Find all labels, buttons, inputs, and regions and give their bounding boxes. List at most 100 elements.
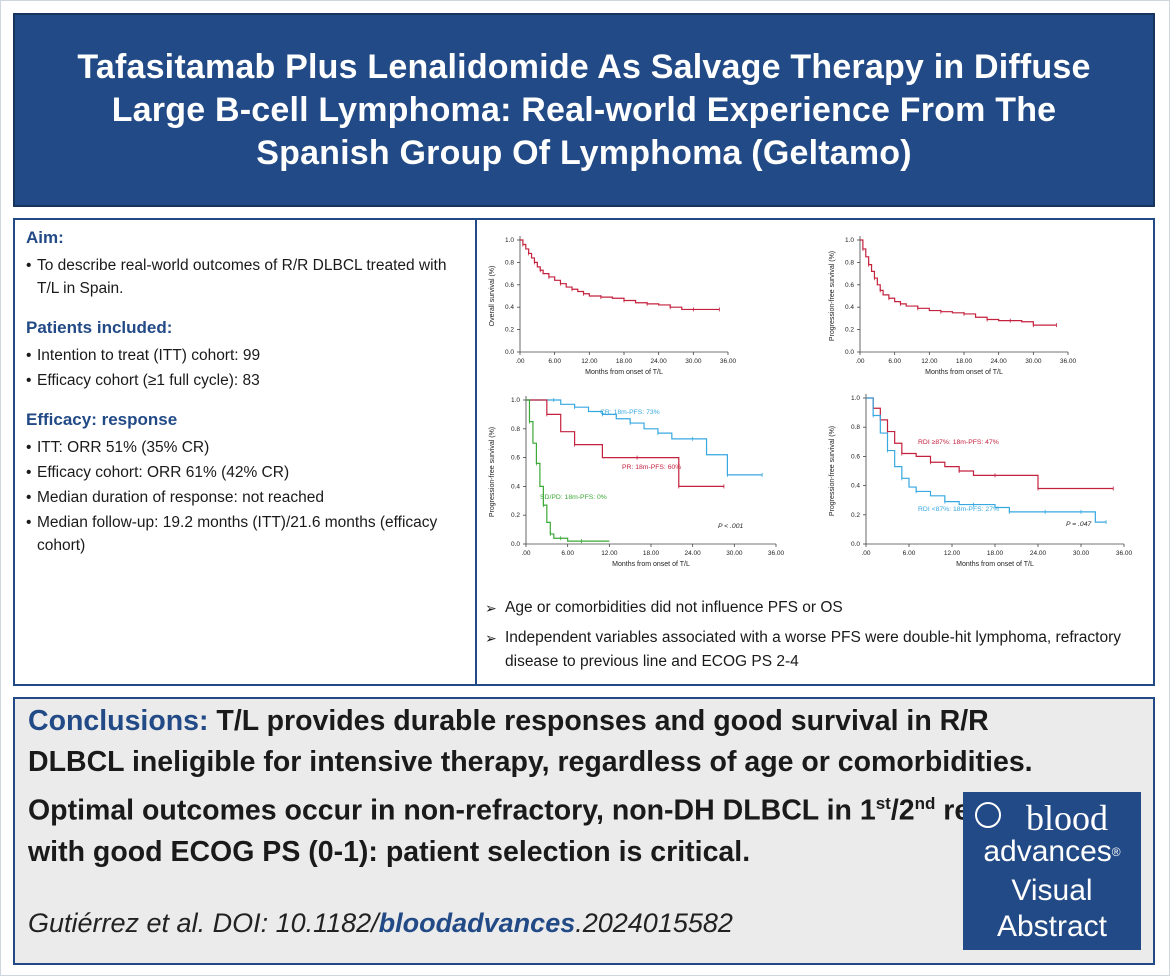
series-label: SD/PD: 18m-PFS: 0% xyxy=(540,494,607,501)
y-tick-label: 0.4 xyxy=(845,304,854,311)
citation-suffix: .2024015582 xyxy=(575,908,733,938)
x-tick-label: 6.00 xyxy=(561,550,574,557)
x-tick-label: 18.00 xyxy=(956,358,973,365)
x-tick-label: 24.00 xyxy=(651,358,668,365)
x-tick-label: 36.00 xyxy=(1060,358,1077,365)
y-axis-label: Progression-free survival (%) xyxy=(489,427,496,517)
y-axis-label: Progression-free survival (%) xyxy=(829,251,836,341)
logo-line4: Abstract xyxy=(996,910,1108,943)
x-tick-label: 36.00 xyxy=(720,358,737,365)
x-tick-label: 30.00 xyxy=(1073,550,1090,557)
x-tick-label: 18.00 xyxy=(616,358,633,365)
x-tick-label: .00 xyxy=(521,550,530,557)
x-axis-label: Months from onset of T/L xyxy=(612,561,690,568)
x-tick-label: 12.00 xyxy=(601,550,618,557)
conclusions-sup-nd: nd xyxy=(914,794,936,813)
page-title: Tafasitamab Plus Lenalidomide As Salvage… xyxy=(77,47,1091,172)
y-tick-label: 0.6 xyxy=(511,455,520,462)
citation-prefix: Gutiérrez et al. DOI: 10.1182/ xyxy=(28,908,379,938)
x-axis-label: Months from onset of T/L xyxy=(925,369,1003,376)
y-tick-label: 0.6 xyxy=(851,453,860,460)
series-line xyxy=(526,399,610,542)
x-tick-label: 12.00 xyxy=(921,358,938,365)
y-tick-label: 0.4 xyxy=(505,304,514,311)
y-tick-label: 0.4 xyxy=(511,483,520,490)
y-tick-label: 0.0 xyxy=(845,349,854,356)
x-tick-label: 24.00 xyxy=(685,550,702,557)
finding-item: Age or comorbidities did not influence P… xyxy=(485,596,1145,620)
x-tick-label: 18.00 xyxy=(643,550,660,557)
pfs-chart-svg: .00 6.00 12.00 18.00 24.00 30.00 36.00 0.0 0.2 0.… xyxy=(829,236,1077,376)
p-value: P = .047 xyxy=(1066,521,1091,528)
efficacy-item: ITT: ORR 51% (35% CR) xyxy=(26,436,466,459)
y-tick-label: 0.4 xyxy=(851,483,860,490)
series-line xyxy=(526,399,724,487)
x-tick-label: 24.00 xyxy=(991,358,1008,365)
summary-column: Aim: To describe real-world outcomes of … xyxy=(26,226,466,559)
journal-logo: blood advances® Visual Abstract xyxy=(963,792,1141,950)
x-tick-label: .00 xyxy=(515,358,524,365)
logo-line1: blood xyxy=(1025,798,1108,838)
x-tick-label: .00 xyxy=(861,550,870,557)
x-tick-label: 6.00 xyxy=(888,358,901,365)
aim-heading: Aim: xyxy=(26,228,64,247)
conclusions-label: Conclusions: xyxy=(28,705,209,737)
x-axis-label: Months from onset of T/L xyxy=(956,561,1034,568)
x-tick-label: 30.00 xyxy=(726,550,743,557)
patients-heading: Patients included: xyxy=(26,318,173,337)
x-tick-label: 6.00 xyxy=(548,358,561,365)
conclusions-text: Conclusions: T/L provides durable respon… xyxy=(28,701,1078,873)
patients-item: Intention to treat (ITT) cohort: 99 xyxy=(26,344,466,367)
os-chart-svg: .00 6.00 12.00 18.00 24.00 30.00 36.00 0.0 0.2 0.… xyxy=(489,236,737,376)
series-label: RDI ≥87%: 18m-PFS: 47% xyxy=(918,439,999,446)
series-line xyxy=(520,239,720,311)
y-tick-label: 0.8 xyxy=(511,426,520,433)
x-tick-label: 36.00 xyxy=(1116,550,1133,557)
y-tick-label: 0.0 xyxy=(851,541,860,548)
y-tick-label: 0.8 xyxy=(851,424,860,431)
y-tick-label: 0.0 xyxy=(505,349,514,356)
series-label: RDI <87%: 18m-PFS: 27% xyxy=(918,506,999,513)
chart-pfs-rdi: .00 6.00 12.00 18.00 24.00 30.00 36.00 0.0 0.2 0.… xyxy=(822,386,1152,586)
pfs-rdi-chart-svg: .00 6.00 12.00 18.00 24.00 30.00 36.00 0.0 0.2 0.… xyxy=(829,394,1133,568)
y-tick-label: 1.0 xyxy=(851,395,860,402)
pfs-response-chart-svg: .00 6.00 12.00 18.00 24.00 30.00 36.00 0.0 0.2 0.… xyxy=(489,396,785,568)
findings-list: Age or comorbidities did not influence P… xyxy=(485,596,1145,680)
x-tick-label: 18.00 xyxy=(987,550,1004,557)
y-tick-label: 0.2 xyxy=(851,512,860,519)
y-tick-label: 0.2 xyxy=(505,327,514,334)
x-axis-label: Months from onset of T/L xyxy=(585,369,663,376)
y-tick-label: 1.0 xyxy=(511,397,520,404)
x-tick-label: 36.00 xyxy=(768,550,785,557)
series-label: CR: 18m-PFS: 73% xyxy=(600,409,660,416)
patients-item: Efficacy cohort (≥1 full cycle): 83 xyxy=(26,369,466,392)
finding-item: Independent variables associated with a … xyxy=(485,626,1145,674)
efficacy-heading: Efficacy: response xyxy=(26,410,178,429)
y-axis-label: Overall survival (%) xyxy=(489,266,496,327)
chart-pfs: .00 6.00 12.00 18.00 24.00 30.00 36.00 0.0 0.2 0.… xyxy=(822,226,1112,386)
efficacy-item: Median follow-up: 19.2 months (ITT)/21.6… xyxy=(26,511,466,557)
logo-line3: Visual xyxy=(1011,874,1093,907)
y-tick-label: 0.0 xyxy=(511,541,520,548)
y-tick-label: 0.6 xyxy=(505,282,514,289)
y-tick-label: 0.8 xyxy=(505,259,514,266)
conclusions-body-b: /2 xyxy=(890,794,915,827)
panel-divider xyxy=(475,218,477,686)
conclusions-body-a: T/L provides durable responses and good … xyxy=(28,705,1033,827)
y-tick-label: 1.0 xyxy=(505,237,514,244)
y-tick-label: 0.6 xyxy=(845,282,854,289)
y-tick-label: 0.8 xyxy=(845,259,854,266)
y-tick-label: 0.2 xyxy=(845,327,854,334)
x-tick-label: 30.00 xyxy=(1025,358,1042,365)
chart-os: .00 6.00 12.00 18.00 24.00 30.00 36.00 0.0 0.2 0.… xyxy=(482,226,772,386)
series-line xyxy=(866,397,1114,490)
x-tick-label: 30.00 xyxy=(685,358,702,365)
y-tick-label: 1.0 xyxy=(845,237,854,244)
journal-seal-icon xyxy=(975,802,1001,828)
series-label: PR: 18m-PFS: 60% xyxy=(622,464,681,471)
x-tick-label: .00 xyxy=(855,358,864,365)
series-line xyxy=(866,397,1107,523)
citation: Gutiérrez et al. DOI: 10.1182/bloodadvan… xyxy=(28,908,733,939)
x-tick-label: 12.00 xyxy=(581,358,598,365)
citation-journal: bloodadvances xyxy=(378,908,576,938)
